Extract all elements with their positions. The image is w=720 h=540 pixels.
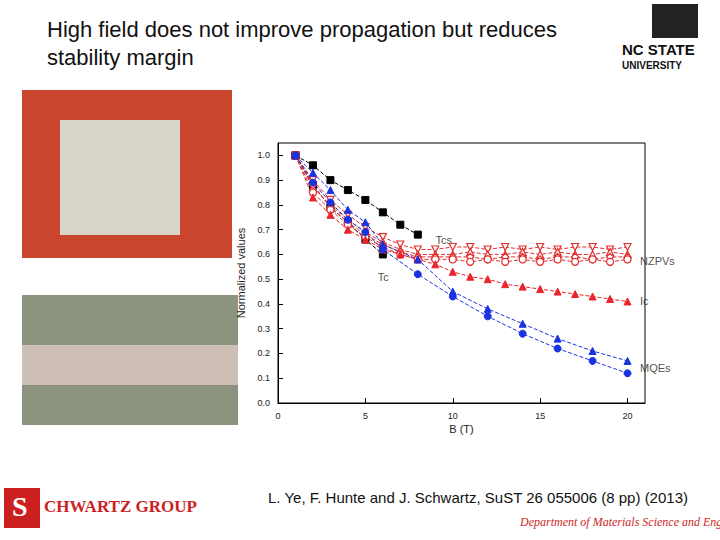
svg-text:0.0: 0.0: [257, 398, 270, 408]
svg-text:0.8: 0.8: [257, 200, 270, 210]
svg-text:stability margin: stability margin: [47, 45, 194, 70]
svg-text:0.6: 0.6: [257, 249, 270, 259]
svg-text:15: 15: [535, 411, 545, 421]
svg-text:UNIVERSITY: UNIVERSITY: [622, 60, 682, 71]
svg-text:0.4: 0.4: [257, 299, 270, 309]
svg-text:L. Ye, F. Hunte and J. Schwart: L. Ye, F. Hunte and J. Schwartz, SuST 26…: [268, 489, 688, 506]
svg-text:S: S: [12, 491, 28, 522]
svg-text:Tc: Tc: [378, 271, 390, 283]
svg-text:0.9: 0.9: [257, 175, 270, 185]
svg-text:MQEs: MQEs: [640, 362, 671, 374]
svg-text:0.3: 0.3: [257, 324, 270, 334]
svg-text:NZPVs: NZPVs: [640, 255, 675, 267]
svg-text:0.5: 0.5: [257, 274, 270, 284]
svg-text:0: 0: [275, 411, 280, 421]
svg-text:Normalized values: Normalized values: [235, 227, 247, 318]
svg-text:10: 10: [448, 411, 458, 421]
svg-text:Ic: Ic: [640, 295, 649, 307]
svg-text:5: 5: [363, 411, 368, 421]
svg-text:NC STATE: NC STATE: [622, 41, 695, 58]
svg-text:B (T): B (T): [449, 423, 473, 435]
svg-text:CHWARTZ GROUP: CHWARTZ GROUP: [44, 497, 197, 516]
svg-text:0.1: 0.1: [257, 373, 270, 383]
svg-text:Department of Materials Scienc: Department of Materials Science and Engi…: [519, 515, 720, 529]
svg-text:20: 20: [623, 411, 633, 421]
svg-text:1.0: 1.0: [257, 150, 270, 160]
svg-text:High field does not improve pr: High field does not improve propagation …: [47, 17, 563, 42]
svg-text:0.2: 0.2: [257, 348, 270, 358]
svg-text:0.7: 0.7: [257, 225, 270, 235]
svg-text:Tcs: Tcs: [435, 233, 452, 246]
